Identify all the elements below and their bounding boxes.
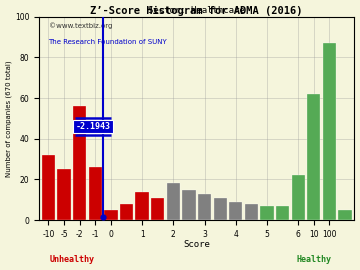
Bar [245, 204, 258, 220]
Text: Unhealthy: Unhealthy [49, 255, 94, 264]
Text: Sector: Healthcare: Sector: Healthcare [148, 6, 245, 15]
Bar [57, 169, 71, 220]
Bar [276, 206, 289, 220]
Text: ©www.textbiz.org: ©www.textbiz.org [49, 23, 112, 29]
Y-axis label: Number of companies (670 total): Number of companies (670 total) [5, 60, 12, 177]
Bar [42, 155, 55, 220]
Bar [167, 184, 180, 220]
Bar [89, 167, 102, 220]
Title: Z’-Score Histogram for ADMA (2016): Z’-Score Histogram for ADMA (2016) [90, 6, 303, 16]
Bar [151, 198, 165, 220]
Bar [338, 210, 352, 220]
Bar [307, 94, 320, 220]
Bar [260, 206, 274, 220]
Bar [135, 192, 149, 220]
Bar [229, 202, 242, 220]
Bar [182, 190, 195, 220]
Bar [120, 204, 133, 220]
Bar [73, 106, 86, 220]
Text: The Research Foundation of SUNY: The Research Foundation of SUNY [49, 39, 167, 45]
X-axis label: Score: Score [183, 240, 210, 249]
Text: Healthy: Healthy [296, 255, 331, 264]
Bar [104, 210, 117, 220]
Text: -2.1943: -2.1943 [76, 122, 111, 131]
Bar [292, 175, 305, 220]
Bar [323, 43, 336, 220]
Bar [198, 194, 211, 220]
Bar [213, 198, 227, 220]
